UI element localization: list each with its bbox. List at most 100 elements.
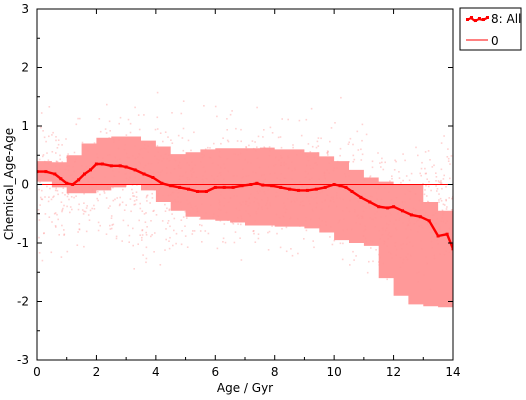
scatter-point xyxy=(427,150,430,152)
scatter-point xyxy=(245,146,247,148)
scatter-point xyxy=(56,213,58,216)
scatter-point xyxy=(64,194,66,196)
scatter-point xyxy=(271,225,273,227)
scatter-point xyxy=(61,210,63,213)
series-point-all xyxy=(204,190,208,193)
scatter-point xyxy=(40,112,43,114)
legend-box xyxy=(459,7,522,51)
scatter-point xyxy=(285,250,288,253)
scatter-point xyxy=(156,144,159,147)
scatter-point xyxy=(55,187,57,190)
scatter-point xyxy=(329,236,331,238)
series-point-all xyxy=(187,187,190,191)
scatter-point xyxy=(125,204,127,206)
scatter-point xyxy=(145,257,148,260)
scatter-point xyxy=(439,197,442,200)
scatter-point xyxy=(445,208,448,210)
series-point-all xyxy=(392,205,396,209)
scatter-point xyxy=(63,234,65,236)
series-point-all xyxy=(344,185,348,189)
scatter-point xyxy=(99,193,101,196)
scatter-point xyxy=(443,204,446,206)
scatter-point xyxy=(51,151,54,153)
scatter-point xyxy=(47,200,50,203)
scatter-point xyxy=(61,144,63,146)
x-tick-label: 6 xyxy=(211,365,219,379)
scatter-point xyxy=(375,249,377,251)
scatter-point xyxy=(38,236,40,239)
scatter-point xyxy=(76,244,79,246)
scatter-point xyxy=(220,142,222,145)
scatter-point xyxy=(43,136,46,139)
scatter-point xyxy=(408,179,411,182)
scatter-point xyxy=(54,212,57,214)
scatter-point xyxy=(51,221,53,223)
scatter-point xyxy=(50,251,53,254)
scatter-point xyxy=(122,188,124,191)
scatter-point xyxy=(85,207,88,209)
scatter-point xyxy=(141,229,143,232)
scatter-point xyxy=(78,228,81,230)
scatter-point xyxy=(256,146,258,148)
scatter-point xyxy=(83,192,85,195)
scatter-point xyxy=(128,234,131,237)
scatter-point xyxy=(356,130,359,133)
scatter-point xyxy=(173,229,175,232)
scatter-point xyxy=(105,233,108,235)
scatter-point xyxy=(235,127,237,130)
scatter-point xyxy=(271,132,274,134)
scatter-point xyxy=(121,240,123,242)
series-point-all xyxy=(83,172,86,176)
series-point-all xyxy=(270,184,274,188)
scatter-point xyxy=(40,198,43,200)
scatter-point xyxy=(348,141,350,144)
scatter-point xyxy=(371,166,374,169)
scatter-point xyxy=(91,207,93,210)
scatter-point xyxy=(56,147,59,149)
scatter-point xyxy=(445,198,447,201)
y-tick-label: 2 xyxy=(21,61,29,75)
scatter-point xyxy=(69,206,72,208)
scatter-point xyxy=(440,168,443,171)
scatter-point xyxy=(355,255,357,257)
scatter-point xyxy=(180,219,183,221)
series-point-all xyxy=(359,195,363,199)
scatter-point xyxy=(134,203,137,206)
series-point-all xyxy=(196,190,199,193)
scatter-point xyxy=(443,135,445,137)
scatter-point xyxy=(317,145,320,147)
scatter-point xyxy=(97,221,100,224)
scatter-point xyxy=(292,144,294,146)
scatter-point xyxy=(48,216,51,218)
scatter-point xyxy=(393,169,396,171)
scatter-point xyxy=(281,228,283,230)
scatter-point xyxy=(177,134,180,137)
y-tick-label: 1 xyxy=(21,119,29,133)
series-point-all xyxy=(53,172,57,176)
scatter-point xyxy=(169,225,171,228)
y-tick-label: -2 xyxy=(17,295,29,309)
scatter-point xyxy=(281,118,283,120)
scatter-point xyxy=(381,161,383,164)
scatter-point xyxy=(173,217,176,220)
scatter-point xyxy=(156,128,159,130)
scatter-point xyxy=(170,139,172,141)
scatter-point xyxy=(139,234,141,236)
scatter-point xyxy=(381,157,383,160)
series-point-all xyxy=(94,162,98,166)
scatter-point xyxy=(161,220,164,222)
scatter-point xyxy=(431,166,434,168)
scatter-point xyxy=(115,237,118,240)
scatter-point xyxy=(361,153,364,156)
scatter-point xyxy=(168,209,171,212)
scatter-point xyxy=(164,210,167,212)
scatter-point xyxy=(97,199,99,202)
scatter-point xyxy=(190,149,192,152)
scatter-point xyxy=(55,136,57,138)
scatter-point xyxy=(137,114,140,116)
scatter-point xyxy=(77,208,80,211)
scatter-point xyxy=(104,128,107,130)
scatter-point xyxy=(342,242,344,245)
scatter-point xyxy=(394,159,396,162)
series-point-all xyxy=(160,181,164,185)
